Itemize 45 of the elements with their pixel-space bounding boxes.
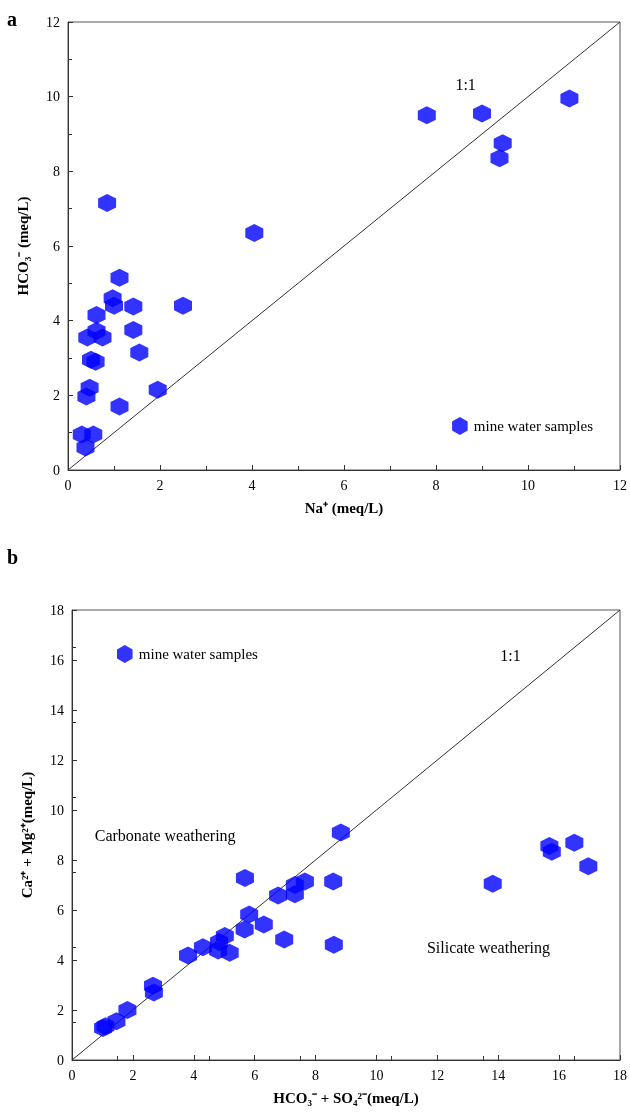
y-axis-title: HCO₃⁻ (meq/L) (14, 196, 32, 296)
x-tick-label: 6 (340, 477, 348, 493)
x-tick-label: 14 (491, 1067, 506, 1083)
x-tick-label: 10 (521, 477, 535, 493)
y-tick-label: 18 (50, 602, 64, 618)
x-tick-label: 6 (251, 1067, 259, 1083)
annotation: Carbonate weathering (94, 826, 236, 845)
y-tick-label: 12 (46, 14, 60, 30)
y-tick-label: 10 (50, 802, 64, 818)
y-tick-label: 4 (53, 313, 60, 329)
y-tick-label: 4 (57, 952, 64, 968)
y-tick-label: 2 (57, 1002, 64, 1018)
x-tick-label: 2 (156, 477, 164, 493)
x-tick-label: 10 (369, 1067, 384, 1083)
y-tick-label: 0 (53, 462, 60, 478)
y-tick-label: 6 (53, 238, 60, 254)
y-tick-label: 0 (57, 1052, 64, 1068)
legend-label: mine water samples (138, 646, 259, 662)
x-tick-label: 12 (613, 477, 627, 493)
x-tick-label: 0 (68, 1067, 76, 1083)
annotation: 1:1 (455, 76, 476, 94)
annotation: 1:1 (500, 646, 521, 664)
y-tick-label: 14 (50, 702, 64, 718)
y-tick-label: 10 (46, 89, 60, 105)
y-tick-label: 8 (53, 163, 60, 179)
x-tick-label: 4 (248, 477, 256, 493)
y-tick-label: 8 (57, 852, 64, 868)
y-axis-title: Ca²⁺ + Mg²⁺(meq/L) (18, 771, 36, 899)
x-tick-label: 8 (432, 477, 440, 493)
x-tick-label: 4 (190, 1067, 198, 1083)
y-tick-label: 16 (50, 652, 64, 668)
x-tick-label: 16 (552, 1067, 567, 1083)
x-tick-label: 2 (129, 1067, 137, 1083)
x-axis-title: Na⁺ (meq/L) (304, 499, 384, 517)
annotation: Silicate weathering (426, 939, 551, 957)
x-tick-label: 12 (430, 1067, 445, 1083)
x-axis-title: HCO₃⁻ + SO₄²⁻(meq/L) (273, 1089, 419, 1107)
x-tick-label: 8 (312, 1067, 320, 1083)
chart-title: a (7, 8, 17, 30)
y-tick-label: 2 (53, 387, 60, 403)
chart-title: b (7, 546, 19, 568)
y-tick-label: 6 (57, 902, 64, 918)
y-tick-label: 12 (50, 752, 64, 768)
x-tick-label: 18 (613, 1067, 627, 1083)
legend-label: mine water samples (473, 418, 594, 434)
